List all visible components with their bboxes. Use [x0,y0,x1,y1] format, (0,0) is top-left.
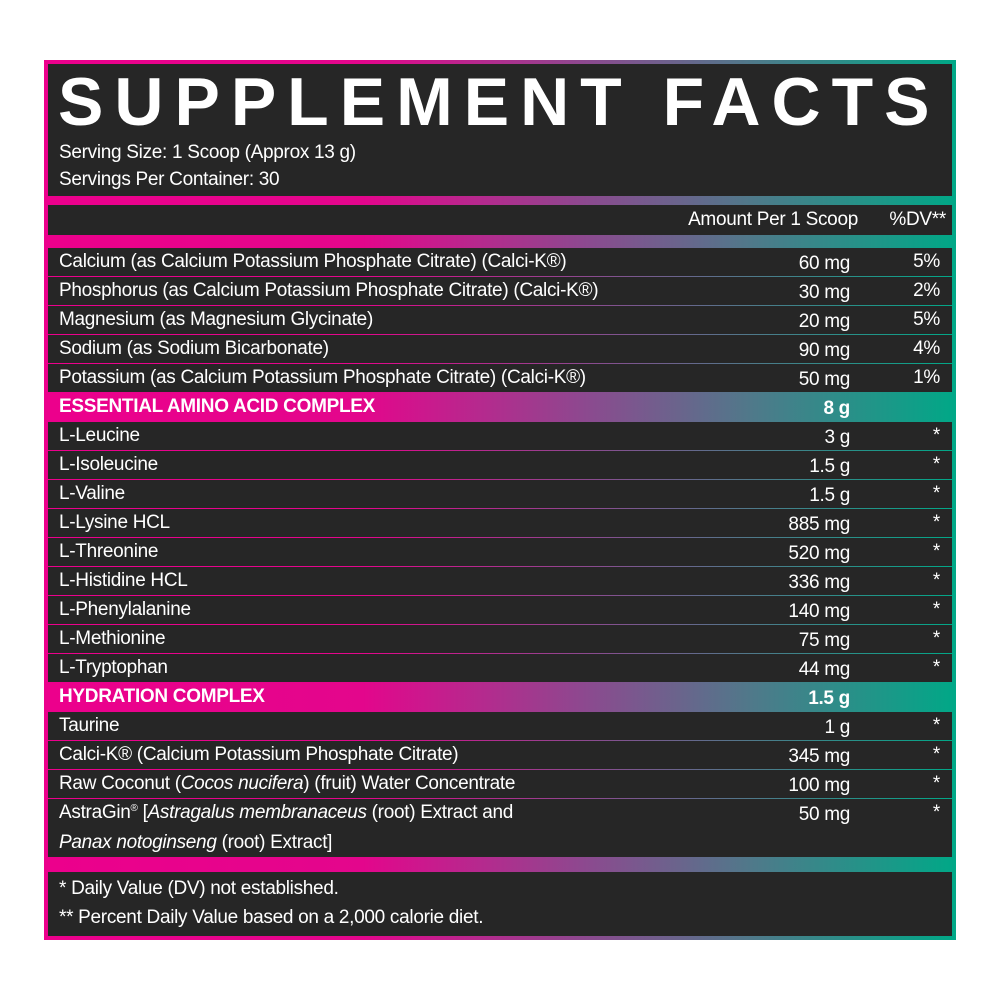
ingredient-name: Calcium (as Calcium Potassium Phosphate … [59,251,567,272]
daily-value: 5% [913,309,940,330]
table-row: L-Leucine 3 g * [48,422,952,450]
daily-value: * [932,802,940,823]
table-row: Calci-K® (Calcium Potassium Phosphate Ci… [48,741,952,769]
ingredient-name: Magnesium (as Magnesium Glycinate) [59,309,373,330]
daily-value: 4% [913,338,940,359]
amount: 60 mg [798,253,851,274]
amount-header: Amount Per 1 Scoop [688,209,858,230]
ingredient-name: L-Threonine [59,541,159,562]
section-header-row: ESSENTIAL AMINO ACID COMPLEX 8 g [48,393,952,421]
table-row: Magnesium (as Magnesium Glycinate) 20 mg 5… [48,306,952,334]
table-row: L-Tryptophan 44 mg * [48,654,952,682]
table-row: L-Histidine HCL 336 mg * [48,567,952,595]
amount: 1 g [824,717,850,738]
ingredient-name: L-Tryptophan [59,657,168,678]
amount: 50 mg [798,804,851,825]
daily-value: 1% [913,367,940,388]
amount: 1.5 g [809,456,850,477]
table-row: L-Isoleucine 1.5 g * [48,451,952,479]
amount: 50 mg [798,369,851,390]
ingredient-name: Phosphorus (as Calcium Potassium Phospha… [59,280,599,301]
daily-value: * [932,657,940,678]
amount: 75 mg [798,630,851,651]
amount: 1.5 g [809,485,850,506]
table-row: Sodium (as Sodium Bicarbonate) 90 mg 4% [48,335,952,363]
ingredient-name-continued: Panax notoginseng (root) Extract] [59,832,333,853]
ingredient-name: L-Lysine HCL [59,512,170,533]
daily-value: * [932,628,940,649]
section-header-row: HYDRATION COMPLEX 1.5 g [48,683,952,711]
ingredient-name: L-Phenylalanine [59,599,191,620]
ingredient-name: Potassium (as Calcium Potassium Phosphat… [59,367,586,388]
amount: 1.5 g [808,688,850,709]
ingredient-name: AstraGin® [Astragalus membranaceus (root… [59,802,514,823]
table-row: Raw Coconut (Cocos nucifera) (fruit) Wat… [48,770,952,798]
daily-value: * [932,512,940,533]
ingredient-name: HYDRATION COMPLEX [59,686,265,707]
ingredient-name: L-Methionine [59,628,166,649]
table-row: L-Threonine 520 mg * [48,538,952,566]
amount: 100 mg [788,775,850,796]
amount: 520 mg [788,543,850,564]
column-header: Amount Per 1 Scoop %DV** [48,205,952,235]
daily-value: * [932,570,940,591]
footnote: * Daily Value (DV) not established. [59,878,339,899]
dv-header: %DV** [889,209,946,230]
table-row: L-Methionine 75 mg * [48,625,952,653]
footnote: ** Percent Daily Value based on a 2,000 … [59,907,484,928]
amount: 336 mg [788,572,850,593]
daily-value: * [932,483,940,504]
table-row: L-Lysine HCL 885 mg * [48,509,952,537]
amount: 44 mg [798,659,851,680]
amount: 140 mg [788,601,850,622]
amount: 3 g [824,427,850,448]
ingredient-name: Taurine [59,715,120,736]
serving-size: Serving Size: 1 Scoop (Approx 13 g) [59,142,356,163]
ingredient-name: L-Valine [59,483,125,504]
amount: 90 mg [798,340,851,361]
amount: 30 mg [798,282,851,303]
amount: 885 mg [788,514,850,535]
table-row: Calcium (as Calcium Potassium Phosphate … [48,248,952,276]
ingredient-name: ESSENTIAL AMINO ACID COMPLEX [59,396,376,417]
table-row: AstraGin® [Astragalus membranaceus (root… [48,799,952,857]
ingredient-name: L-Histidine HCL [59,570,188,591]
ingredient-name: L-Isoleucine [59,454,158,475]
amount: 20 mg [798,311,851,332]
daily-value: * [932,715,940,736]
daily-value: * [932,773,940,794]
amount: 345 mg [788,746,850,767]
table-row: Potassium (as Calcium Potassium Phosphat… [48,364,952,392]
table-row: Taurine 1 g * [48,712,952,740]
amount: 8 g [823,398,850,419]
table-row: Phosphorus (as Calcium Potassium Phospha… [48,277,952,305]
table-row: L-Valine 1.5 g * [48,480,952,508]
ingredient-name: L-Leucine [59,425,140,446]
ingredient-name: Sodium (as Sodium Bicarbonate) [59,338,329,359]
nutrient-table: Calcium (as Calcium Potassium Phosphate … [48,248,952,859]
ingredient-name: Calci-K® (Calcium Potassium Phosphate Ci… [59,744,459,765]
daily-value: * [932,425,940,446]
daily-value: 2% [913,280,940,301]
daily-value: * [932,541,940,562]
table-row: L-Phenylalanine 140 mg * [48,596,952,624]
daily-value: 5% [913,251,940,272]
daily-value: * [932,744,940,765]
ingredient-name: Raw Coconut (Cocos nucifera) (fruit) Wat… [59,773,516,794]
supplement-facts-panel: SUPPLEMENT FACTS Serving Size: 1 Scoop (… [44,60,956,940]
page-title: SUPPLEMENT FACTS [58,64,941,140]
daily-value: * [932,599,940,620]
daily-value: * [932,454,940,475]
title-box: SUPPLEMENT FACTS Serving Size: 1 Scoop (… [48,64,952,196]
footnotes: * Daily Value (DV) not established. ** P… [48,872,952,936]
servings-per-container: Servings Per Container: 30 [59,169,280,190]
